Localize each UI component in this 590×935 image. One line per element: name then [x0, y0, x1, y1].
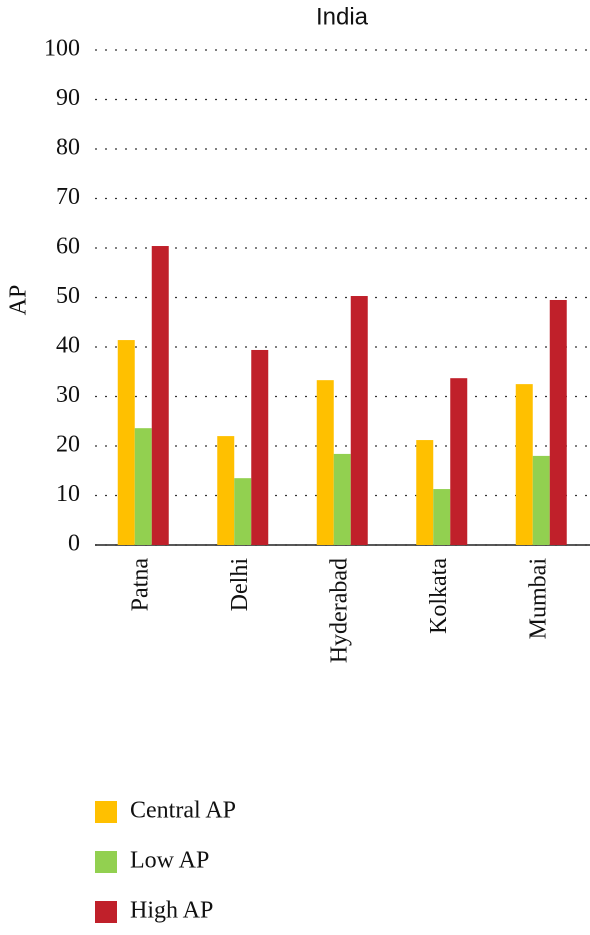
- legend-swatch: [95, 851, 117, 873]
- legend-swatch: [95, 901, 117, 923]
- bar: [350, 296, 368, 545]
- y-tick-label: 100: [44, 36, 80, 62]
- x-tick-label: Kolkata: [426, 558, 452, 634]
- y-tick-label: 90: [56, 85, 80, 111]
- bar: [433, 489, 451, 545]
- y-axis-label: AP: [6, 285, 32, 316]
- bar: [251, 349, 269, 545]
- bar: [217, 436, 235, 545]
- bar: [117, 340, 135, 545]
- x-tick-label: Patna: [127, 558, 153, 612]
- bar: [450, 378, 468, 545]
- y-tick-label: 70: [56, 184, 80, 210]
- legend-swatch: [95, 801, 117, 823]
- bar: [234, 478, 252, 545]
- bar: [515, 384, 533, 545]
- y-tick-label: 50: [56, 283, 80, 309]
- x-tick-label: Delhi: [227, 558, 253, 612]
- bar: [549, 299, 567, 545]
- bar: [532, 455, 550, 545]
- legend-label: High AP: [130, 898, 213, 924]
- y-tick-label: 80: [56, 135, 80, 161]
- legend-label: Low AP: [130, 848, 209, 874]
- bar: [316, 380, 334, 545]
- chart-title: India: [316, 3, 369, 30]
- y-tick-label: 20: [56, 432, 80, 458]
- y-tick-label: 0: [68, 531, 80, 557]
- y-tick-label: 30: [56, 382, 80, 408]
- y-tick-label: 60: [56, 234, 80, 260]
- bar: [333, 453, 351, 545]
- y-tick-label: 10: [56, 481, 80, 507]
- x-tick-label: Hyderabad: [326, 558, 352, 663]
- bar: [416, 440, 434, 545]
- bar: [151, 246, 169, 545]
- bar: [134, 428, 152, 545]
- x-tick-label: Mumbai: [525, 558, 551, 640]
- legend-label: Central AP: [130, 798, 236, 824]
- y-tick-label: 40: [56, 333, 80, 359]
